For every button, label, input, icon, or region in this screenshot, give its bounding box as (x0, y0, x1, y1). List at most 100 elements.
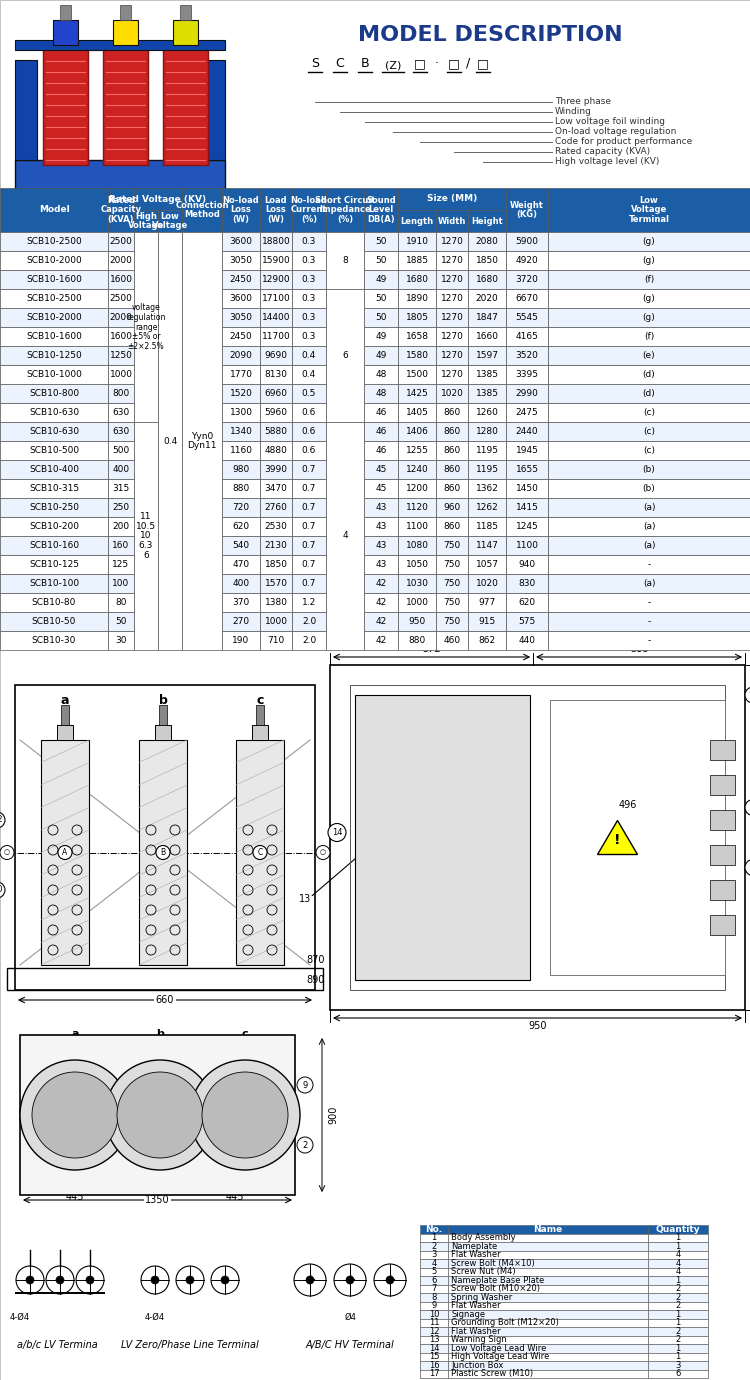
Bar (398, 346, 436, 364)
Text: 1385: 1385 (476, 389, 499, 397)
Text: 50: 50 (375, 237, 387, 246)
Bar (108, 518, 134, 535)
Bar (398, 384, 436, 403)
Bar (292, 479, 326, 498)
Text: No-load
Current
(%): No-load Current (%) (291, 196, 327, 224)
Bar (420, 1328, 448, 1336)
Bar (648, 1242, 708, 1250)
Text: C: C (336, 57, 344, 70)
Bar (448, 1285, 648, 1293)
Text: 445: 445 (66, 1192, 84, 1202)
Bar (0, 535, 108, 555)
Bar (506, 518, 548, 535)
Bar (260, 422, 292, 442)
Text: SCB10-1600: SCB10-1600 (26, 333, 82, 341)
Text: (g): (g) (643, 313, 656, 322)
Bar (420, 1276, 448, 1285)
Bar (420, 1242, 448, 1250)
Bar (548, 611, 750, 631)
Text: 4-Ø4: 4-Ø4 (10, 1312, 30, 1322)
Text: Low
Voltage: Low Voltage (152, 211, 188, 230)
Text: 880: 880 (232, 484, 250, 493)
Bar (648, 1276, 708, 1285)
Bar (506, 232, 548, 251)
Bar (292, 270, 326, 288)
Circle shape (297, 1076, 313, 1093)
Bar (0, 631, 108, 650)
Bar (548, 535, 750, 555)
Bar (436, 631, 468, 650)
Bar (41, 740, 89, 965)
Bar (548, 270, 750, 288)
Bar (420, 1285, 448, 1293)
Text: 1: 1 (675, 1352, 681, 1361)
Bar (468, 593, 506, 611)
Bar (398, 288, 436, 308)
Text: 0.3: 0.3 (302, 257, 316, 265)
Text: SCB10-1250: SCB10-1250 (26, 351, 82, 360)
Bar (548, 442, 750, 460)
Text: 1270: 1270 (440, 275, 464, 284)
Text: 46: 46 (375, 408, 387, 417)
Text: Rated
Capacity
(KVA): Rated Capacity (KVA) (100, 196, 142, 224)
Text: ·: · (435, 57, 439, 70)
Bar (648, 1234, 708, 1242)
Text: Size (MM): Size (MM) (427, 195, 477, 203)
Bar (648, 1276, 708, 1285)
Text: Short Circuit
Impedance
(%): Short Circuit Impedance (%) (315, 196, 375, 224)
Bar (468, 251, 506, 270)
Bar (163, 46, 208, 166)
Text: 2530: 2530 (265, 522, 287, 531)
Text: 4-Ø4: 4-Ø4 (145, 1312, 165, 1322)
Text: 388: 388 (630, 644, 648, 654)
Text: □: □ (414, 57, 426, 70)
Text: 1850: 1850 (476, 257, 499, 265)
Bar (0, 518, 108, 535)
Text: 6: 6 (342, 351, 348, 360)
Bar (420, 1234, 448, 1242)
Text: 3395: 3395 (515, 370, 538, 380)
Text: 470: 470 (232, 560, 250, 569)
Bar (15, 160, 225, 195)
Text: c: c (242, 1029, 248, 1039)
Text: 1805: 1805 (406, 313, 428, 322)
Bar (468, 479, 506, 498)
Text: b: b (156, 1029, 164, 1039)
Text: 2: 2 (302, 1140, 307, 1150)
Bar (134, 232, 158, 422)
Text: 1425: 1425 (406, 389, 428, 397)
Text: 1200: 1200 (406, 484, 428, 493)
Bar (420, 1336, 448, 1344)
Text: 4: 4 (675, 1250, 681, 1259)
Bar (436, 593, 468, 611)
Bar (292, 188, 326, 232)
Text: B: B (160, 847, 166, 857)
Bar (548, 384, 750, 403)
Text: B: B (156, 1187, 164, 1196)
Bar (260, 364, 292, 384)
Bar (648, 1318, 708, 1328)
Bar (260, 327, 292, 346)
Text: 50: 50 (375, 257, 387, 265)
Bar (506, 574, 548, 593)
Text: C: C (241, 1187, 249, 1196)
Bar (364, 188, 398, 232)
Bar (222, 384, 260, 403)
Circle shape (211, 1265, 239, 1294)
Text: 750: 750 (443, 617, 460, 627)
Text: 1100: 1100 (515, 541, 538, 551)
Bar (222, 555, 260, 574)
Bar (648, 1250, 708, 1259)
Bar (468, 460, 506, 479)
Bar (548, 631, 750, 650)
Text: 1600: 1600 (110, 275, 133, 284)
Text: Low voltage foil winding: Low voltage foil winding (555, 117, 665, 127)
Bar (436, 270, 468, 288)
Bar (548, 346, 750, 364)
Text: Rated capacity (KVA): Rated capacity (KVA) (555, 148, 650, 156)
Bar (108, 442, 134, 460)
Bar (364, 611, 398, 631)
Circle shape (328, 824, 346, 842)
Text: +: + (344, 1272, 355, 1288)
Bar (468, 518, 506, 535)
